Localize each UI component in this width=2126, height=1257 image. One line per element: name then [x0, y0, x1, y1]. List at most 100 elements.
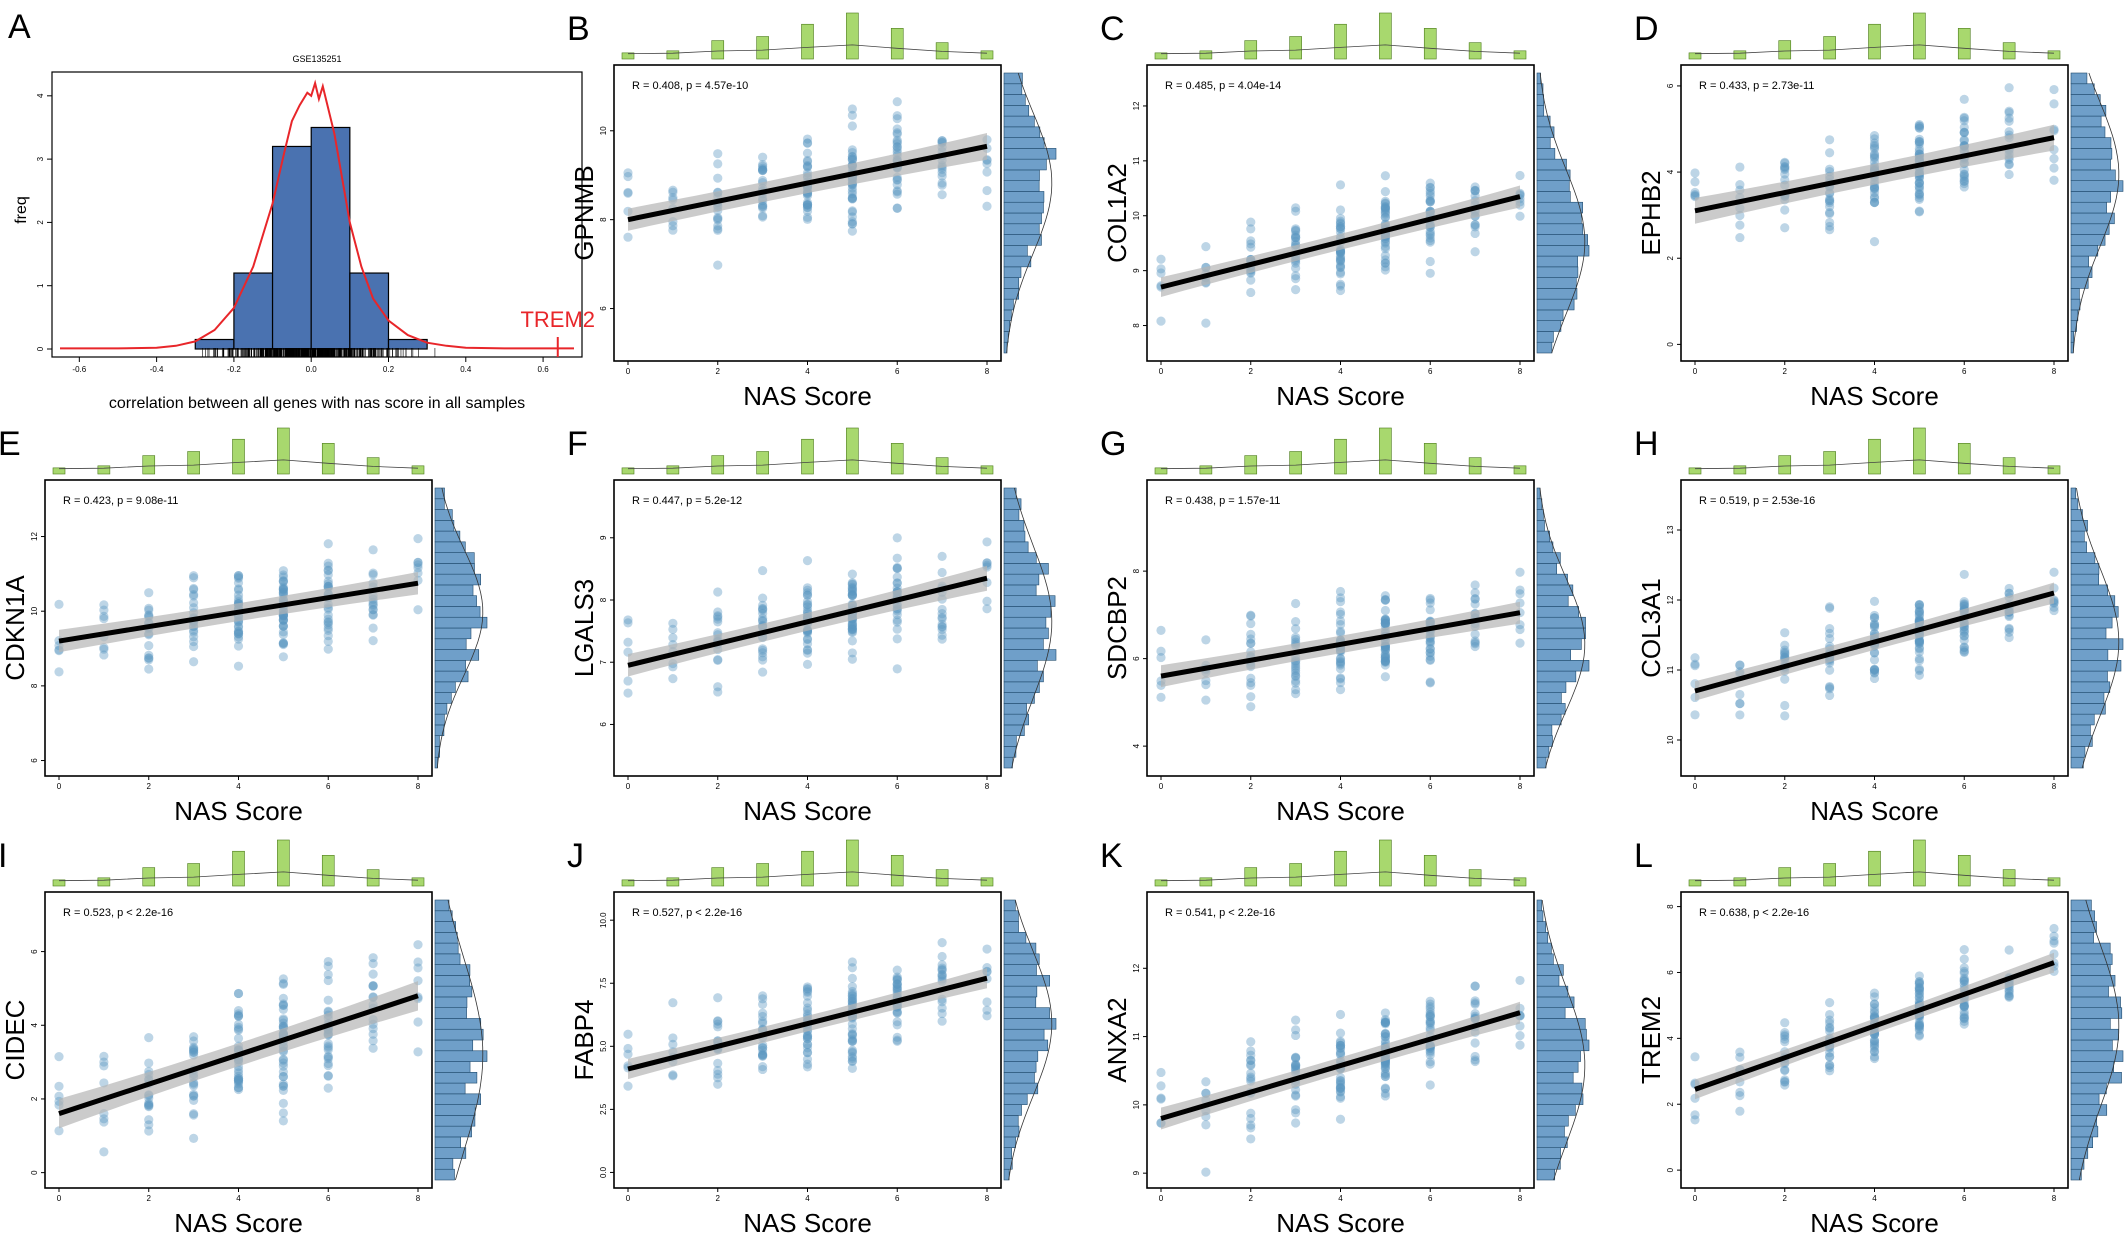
scatter-point: [368, 601, 378, 611]
scatter-point: [623, 171, 633, 182]
scatter-point: [99, 1061, 109, 1071]
right-marginal-bar: [1536, 180, 1570, 192]
x-tick-label: 2: [1249, 367, 1254, 376]
scatter-point: [99, 644, 109, 654]
scatter-point: [847, 583, 857, 593]
scatter-point: [1335, 1076, 1346, 1086]
scatter-point: [892, 111, 902, 121]
scatter-point: [1959, 569, 1969, 580]
scatter-point: [1156, 254, 1166, 264]
scatter-point: [1959, 135, 1969, 145]
top-marginal-bar: [411, 465, 425, 475]
scatter-point: [1380, 258, 1390, 268]
scatter-point: [847, 154, 857, 164]
scatter-point: [189, 657, 199, 667]
scatter-point: [1246, 1060, 1256, 1071]
scatter-point: [802, 998, 813, 1008]
scatter-point: [802, 1005, 813, 1016]
scatter-point: [278, 630, 288, 640]
right-marginal-bar: [2070, 996, 2121, 1008]
right-marginal-bar: [434, 1136, 461, 1148]
scatter-point: [1425, 186, 1435, 196]
scatter-point: [278, 570, 288, 580]
scatter-point: [1291, 285, 1301, 295]
scatter-point: [278, 1000, 288, 1010]
scatter-point: [1780, 640, 1790, 650]
scatter-point: [1335, 1049, 1346, 1059]
right-marginal-bar: [2070, 201, 2107, 214]
top-marginal-bar: [756, 451, 769, 475]
panel-label: H: [1634, 425, 1659, 463]
right-marginal-bar: [1003, 72, 1023, 85]
top-marginal-bar: [1334, 438, 1347, 475]
scatter-point: [1914, 609, 1924, 619]
scatter-point: [847, 973, 857, 983]
scatter-point: [1470, 220, 1480, 230]
scatter-point: [802, 202, 813, 213]
scatter-point: [2049, 605, 2059, 616]
scatter-point: [1380, 614, 1390, 625]
scatter-point: [982, 1005, 992, 1015]
right-marginal-bar: [2070, 563, 2100, 575]
top-marginal-bar: [97, 465, 111, 475]
scatter-point: [802, 585, 813, 595]
scatter-point: [623, 615, 633, 625]
y-tick-label: 11: [1666, 665, 1675, 674]
scatter-point: [1380, 615, 1390, 625]
scatter-point: [1869, 149, 1880, 159]
right-marginal-bar: [1003, 1072, 1035, 1084]
scatter-point: [1425, 999, 1435, 1009]
scatter-point: [623, 232, 633, 242]
scatter-point: [758, 1011, 768, 1022]
scatter-point: [1291, 1052, 1301, 1062]
scatter-point: [892, 975, 902, 985]
right-marginal-bar: [1003, 932, 1027, 944]
scatter-point: [1246, 224, 1256, 234]
right-marginal-bar: [1536, 530, 1550, 543]
right-marginal-bar: [1003, 1039, 1049, 1052]
scatter-point: [713, 1065, 723, 1076]
scatter-point: [1380, 242, 1390, 252]
right-marginal-bar: [1536, 1007, 1566, 1019]
scatter-point: [1825, 633, 1835, 644]
scatter-point: [233, 1074, 244, 1084]
scatter-point: [278, 1018, 288, 1028]
scatter-point: [1335, 1043, 1346, 1053]
scatter-point: [847, 625, 857, 635]
scatter-point: [2004, 627, 2014, 637]
top-marginal-bar: [1154, 467, 1168, 475]
scatter-point: [1470, 220, 1480, 230]
scatter-point: [1380, 1031, 1390, 1042]
scatter-point: [1780, 1030, 1790, 1040]
y-tick-label: 10: [599, 126, 608, 135]
top-density-line: [1160, 871, 1521, 882]
scatter-point: [1380, 616, 1390, 627]
scatter-point: [1470, 594, 1480, 604]
right-density-line: [1011, 487, 1053, 769]
scatter-point: [1515, 211, 1525, 221]
scatter-point: [1470, 998, 1480, 1008]
scatter-point: [278, 1015, 288, 1025]
scatter-point: [144, 650, 154, 660]
scatter-point: [54, 1052, 64, 1062]
scatter-point: [1246, 1123, 1256, 1133]
scatter-point: [1959, 176, 1969, 186]
x-tick-label: 8: [2052, 1194, 2057, 1203]
scatter-point: [368, 1024, 378, 1034]
scatter-point: [1869, 1003, 1880, 1013]
scatter-point: [1914, 1022, 1924, 1032]
scatter-point: [144, 653, 154, 663]
scatter-point: [937, 972, 947, 982]
x-tick-label: 0: [626, 782, 631, 791]
scatter-point: [1470, 1051, 1480, 1062]
right-marginal-bar: [434, 627, 472, 640]
scatter-point: [278, 621, 288, 631]
x-tick-label: 6: [1428, 782, 1433, 791]
scatter-point: [1825, 1060, 1835, 1070]
x-tick-label: 6: [895, 367, 900, 376]
scatter-point: [892, 137, 902, 147]
scatter-point: [1914, 194, 1924, 205]
scatter-point: [937, 1003, 947, 1013]
scatter-point: [1291, 1015, 1301, 1025]
